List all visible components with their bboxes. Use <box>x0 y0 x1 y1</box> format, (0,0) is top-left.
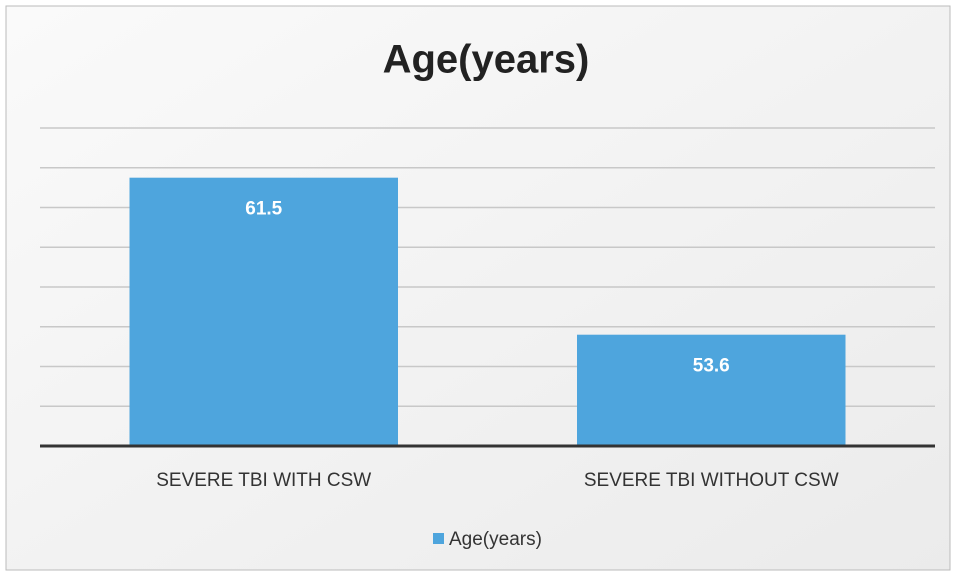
bar <box>129 177 398 446</box>
x-tick-label: SEVERE TBI WITH CSW <box>156 470 371 491</box>
x-tick-label: SEVERE TBI WITHOUT CSW <box>584 470 839 491</box>
legend-swatch <box>433 533 444 544</box>
legend-label: Age(years) <box>449 529 542 550</box>
chart-title: Age(years) <box>383 38 590 82</box>
data-label: 53.6 <box>693 356 730 377</box>
bar <box>577 334 846 446</box>
data-label: 61.5 <box>245 199 282 220</box>
